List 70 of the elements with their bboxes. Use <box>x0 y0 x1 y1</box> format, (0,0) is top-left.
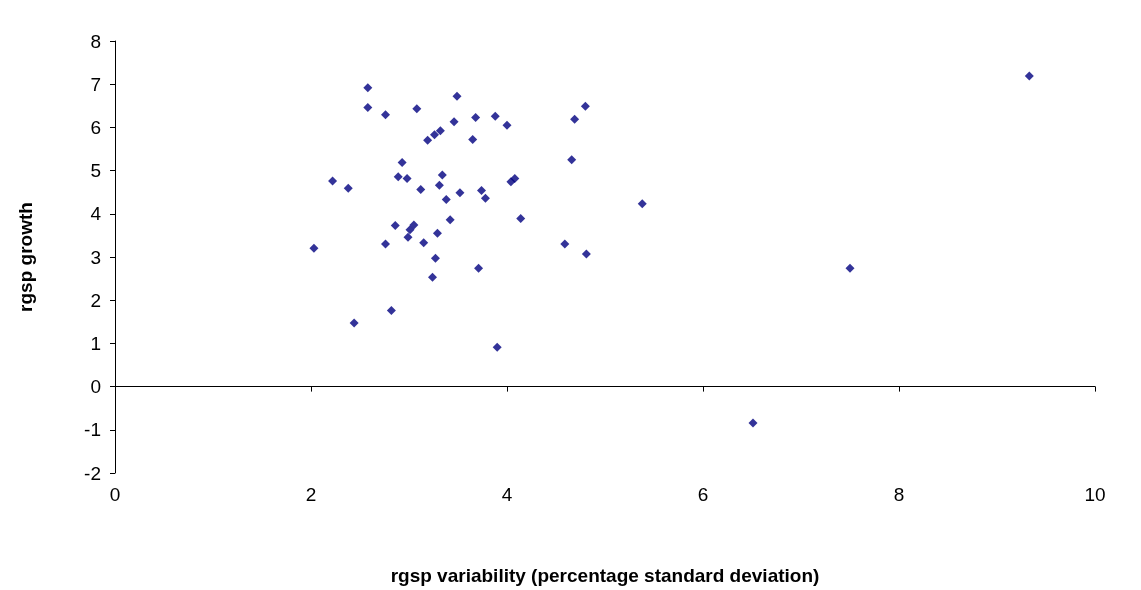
point <box>490 111 500 121</box>
point <box>477 185 487 195</box>
point <box>748 418 758 428</box>
point <box>402 173 412 183</box>
point <box>429 130 439 140</box>
point <box>492 342 502 352</box>
point <box>468 135 478 144</box>
point <box>343 183 353 193</box>
y-axis-title: rgsp growth <box>15 202 36 312</box>
point <box>412 104 422 114</box>
point <box>432 228 442 238</box>
point <box>1024 71 1034 81</box>
point <box>380 110 390 120</box>
point <box>437 170 447 180</box>
point <box>580 101 590 111</box>
point <box>637 199 647 209</box>
point <box>393 172 403 182</box>
point <box>567 155 577 165</box>
point <box>845 263 855 273</box>
point <box>455 188 465 198</box>
point <box>441 195 451 205</box>
point <box>502 120 512 130</box>
point <box>363 83 373 93</box>
point <box>403 232 413 242</box>
x-tick-label: 8 <box>893 484 905 505</box>
point <box>309 243 319 253</box>
y-tick-label: 2 <box>90 289 101 311</box>
y-tick-label: -2 <box>84 462 101 484</box>
point <box>560 239 570 249</box>
point <box>510 173 520 183</box>
y-tick-label: 4 <box>90 203 102 225</box>
point <box>349 318 359 328</box>
y-tick-label: 6 <box>90 116 101 138</box>
point <box>419 238 429 248</box>
point <box>409 220 419 230</box>
point <box>449 117 459 127</box>
point <box>363 103 373 113</box>
point <box>452 91 462 101</box>
x-tick-label: 0 <box>109 484 121 505</box>
y-tick-label: 3 <box>90 246 101 268</box>
point <box>430 253 440 263</box>
point <box>471 112 481 122</box>
point <box>434 180 444 190</box>
point <box>516 214 526 224</box>
y-tick-label: 0 <box>90 376 101 398</box>
x-axis-title: rgsp variability (percentage standard deviation) <box>390 565 820 586</box>
x-tick-label: 6 <box>697 484 709 505</box>
y-tick-label: -1 <box>84 419 101 441</box>
x-tick-label: 2 <box>305 484 317 505</box>
point <box>380 239 390 249</box>
y-tick-label: 5 <box>90 160 101 182</box>
point <box>581 249 591 259</box>
point <box>416 185 426 195</box>
y-tick-label: 1 <box>90 332 101 354</box>
point <box>435 126 445 136</box>
y-tick-label: 8 <box>90 30 101 52</box>
point <box>480 193 490 203</box>
point <box>328 176 338 186</box>
point <box>423 135 433 145</box>
point <box>405 225 415 235</box>
point <box>397 157 407 167</box>
x-tick-label: 4 <box>501 484 513 505</box>
point <box>570 114 580 124</box>
y-tick-label: 7 <box>90 73 101 95</box>
point <box>390 220 400 230</box>
point <box>386 306 396 316</box>
point <box>445 215 455 225</box>
point <box>474 263 484 273</box>
point <box>428 272 438 282</box>
x-tick-label: 10 <box>1084 484 1106 505</box>
